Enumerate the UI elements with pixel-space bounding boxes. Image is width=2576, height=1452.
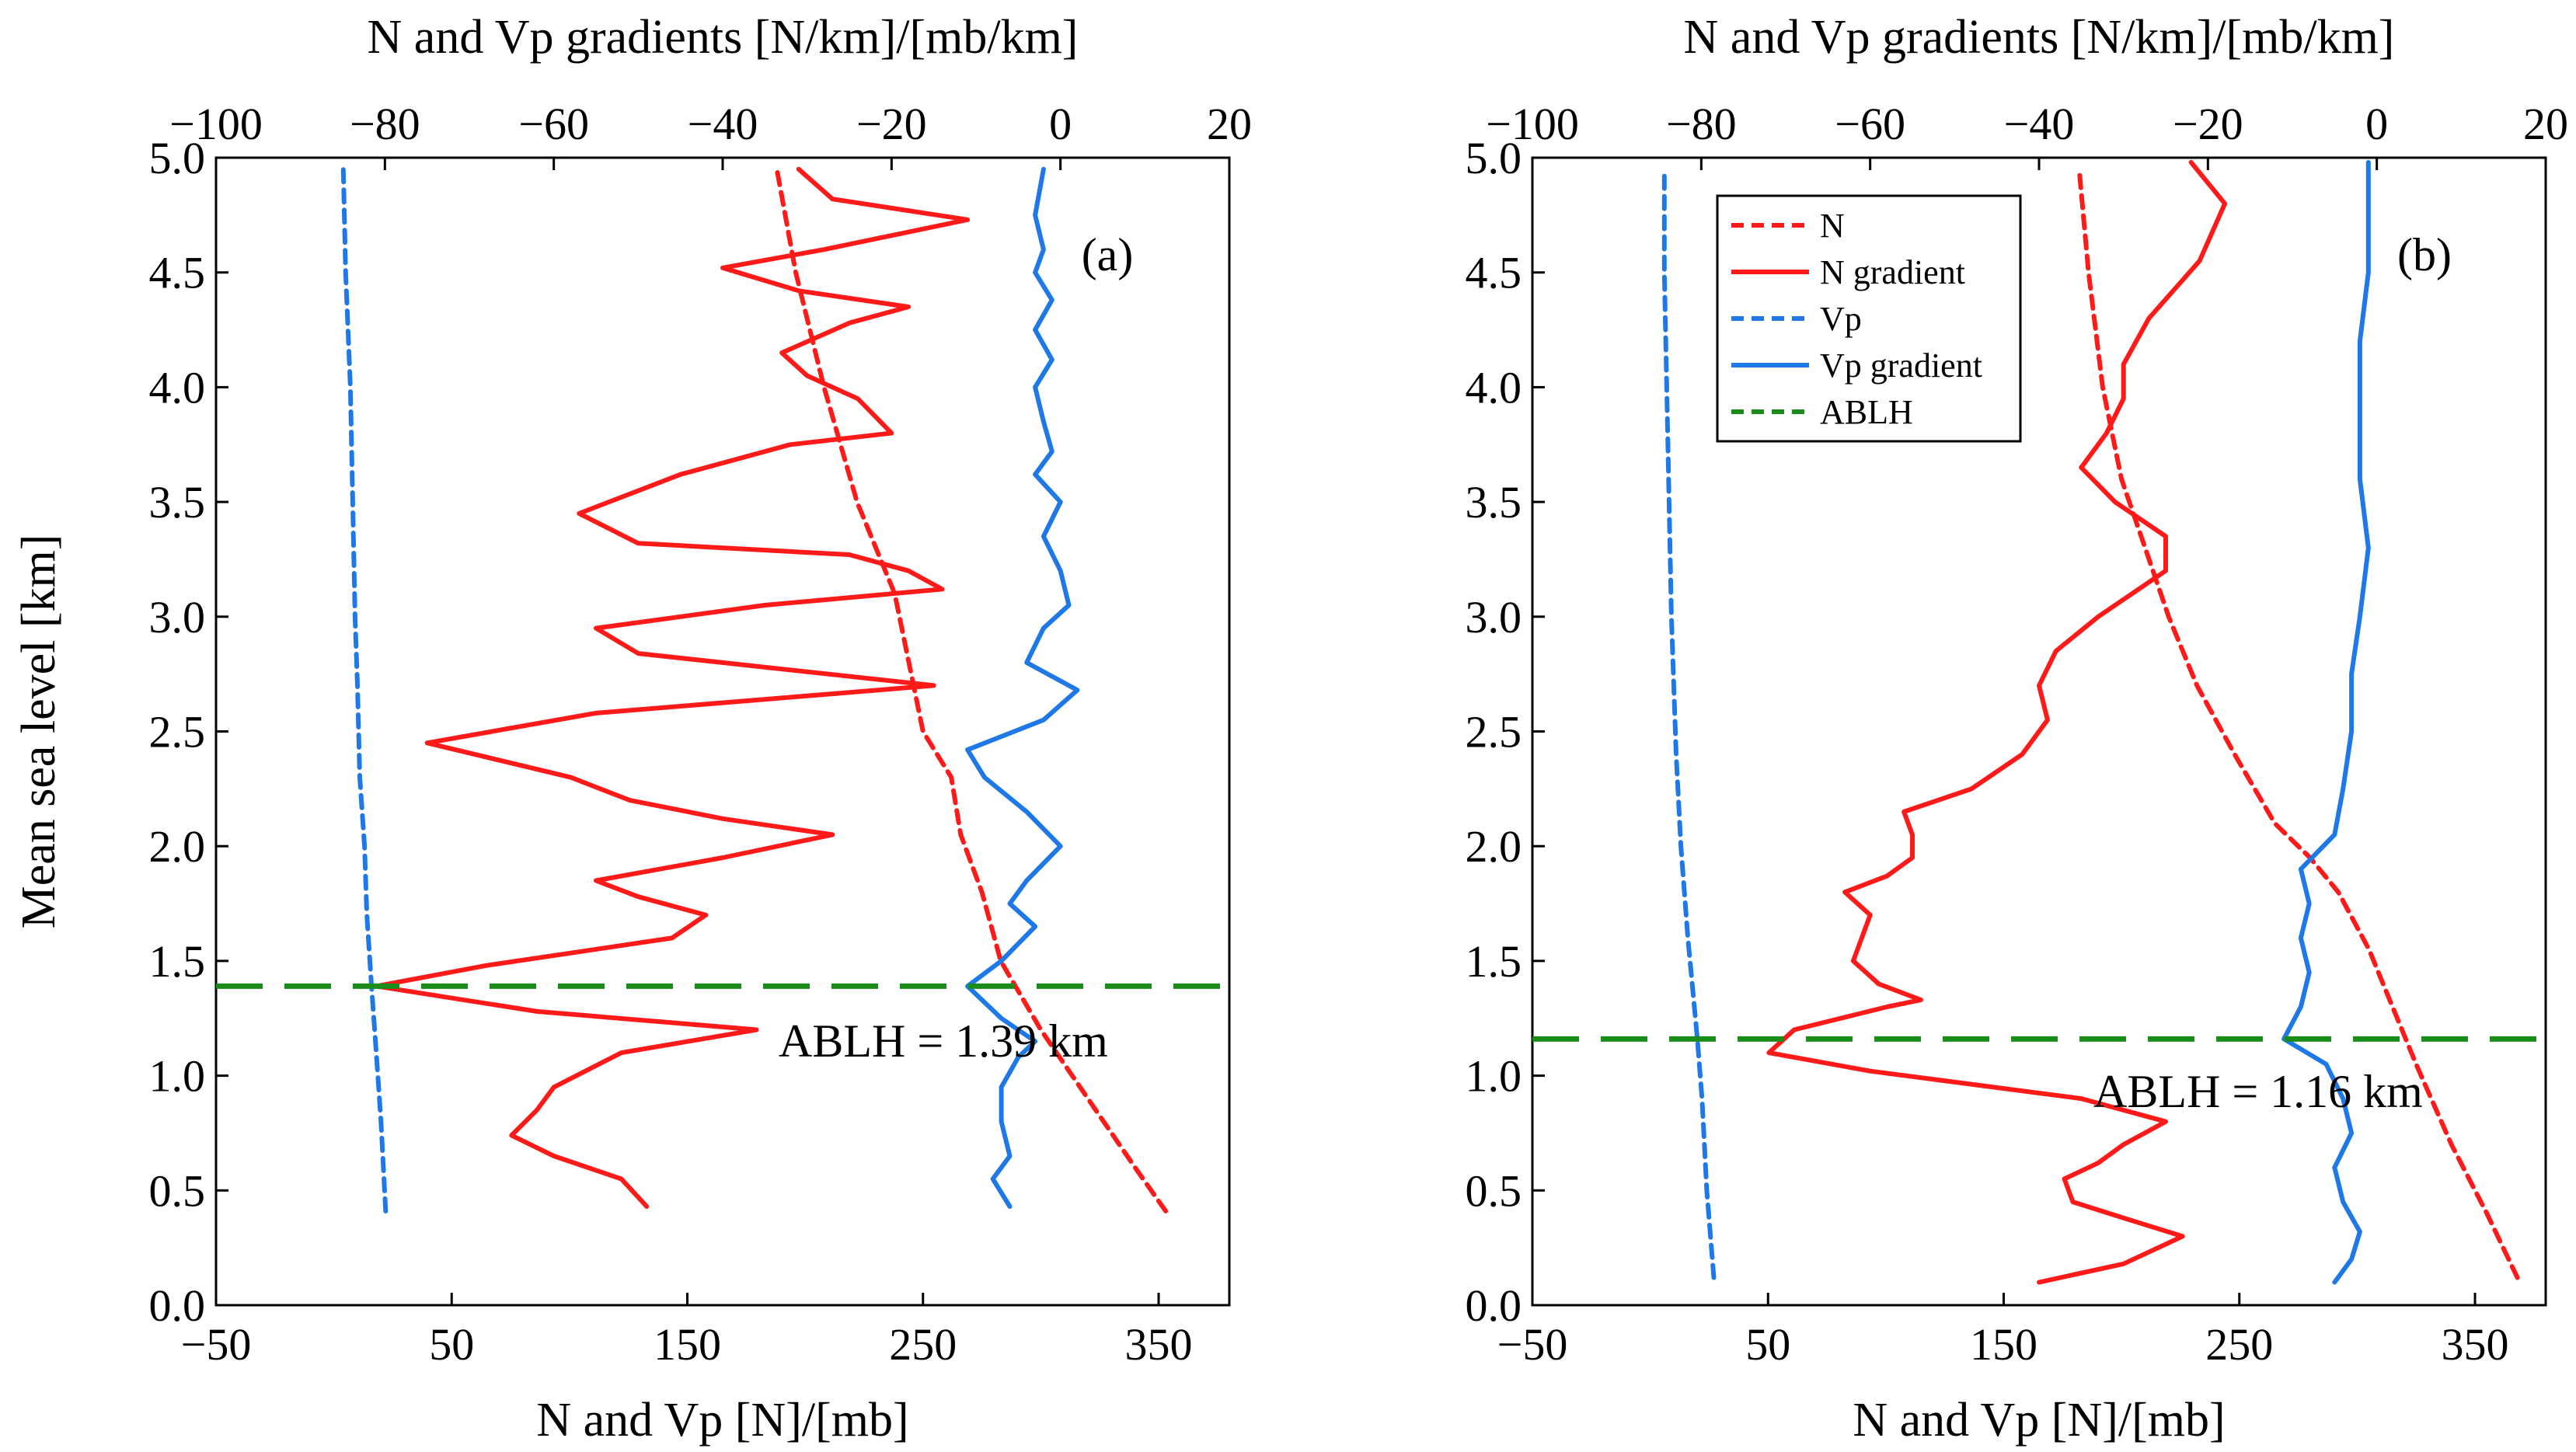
panel-a: 0.0 0.5 1.0 1.5 2.0 2.5 3.0 3.5 4.0 4.5 5.0 −50 50 15… [12, 11, 1252, 1447]
x-top-tick-label: −60 [1835, 99, 1905, 149]
series-vp-line [340, 166, 389, 1213]
x-bottom-tick-label: 250 [889, 1319, 957, 1370]
ablh-annotation: ABLH = 1.39 km [779, 1015, 1108, 1067]
x-bottom-tick-label: 350 [1125, 1319, 1193, 1370]
legend-label: N [1820, 207, 1845, 245]
x-top-axis-title: N and Vp gradients [N/km]/[mb/km] [1684, 11, 2395, 64]
y-tick-label: 3.0 [1466, 592, 1522, 642]
x-top-tick-label: −80 [350, 99, 420, 149]
series-n-line [2076, 166, 2520, 1280]
x-top-axis-title: N and Vp gradients [N/km]/[mb/km] [368, 11, 1079, 64]
panel-b: 0.0 0.5 1.0 1.5 2.0 2.5 3.0 3.5 4.0 4.5 5.0 −50 50 15… [1466, 11, 2569, 1447]
legend-label: N gradient [1820, 253, 1965, 291]
legend-label: Vp [1820, 300, 1862, 338]
y-tick-label: 1.0 [1466, 1051, 1522, 1102]
plot-frame [214, 156, 1231, 1307]
x-bottom-tick-label: 50 [429, 1319, 474, 1370]
x-top-tick-label: −60 [518, 99, 589, 149]
legend: N N gradient Vp Vp gradient ABLH [1716, 194, 2022, 443]
legend-box [1716, 194, 2022, 443]
x-top-tick-label: −40 [2004, 99, 2075, 149]
x-bottom-tick-label: 350 [2442, 1319, 2509, 1370]
y-tick-label: 2.0 [149, 821, 206, 872]
y-tick-label: 4.0 [149, 362, 206, 413]
x-bottom-tick-label: −50 [1497, 1319, 1568, 1370]
legend-label: ABLH [1820, 393, 1913, 431]
series-n-gradient-line [374, 166, 971, 1209]
y-tick-label: 0.5 [149, 1165, 206, 1216]
legend-label: Vp gradient [1820, 346, 1982, 385]
ablh-annotation: ABLH = 1.16 km [2093, 1066, 2423, 1117]
x-bottom-axis-title: N and Vp [N]/[mb] [536, 1394, 908, 1447]
x-top-tick-label: 0 [2365, 99, 2388, 149]
x-top-tick-label: 20 [1207, 99, 1252, 149]
x-bottom-axis-title: N and Vp [N]/[mb] [1853, 1394, 2225, 1447]
x-top-tick-label: −80 [1666, 99, 1737, 149]
x-top-tick-label: −20 [2173, 99, 2243, 149]
panel-label: (a) [1082, 229, 1134, 280]
series-vp-gradient-line [965, 166, 1080, 1209]
x-top-tick-label: −20 [856, 99, 927, 149]
panel-label: (b) [2397, 229, 2452, 280]
x-bottom-tick-label: 150 [1970, 1319, 2037, 1370]
y-tick-label: 0.5 [1466, 1165, 1522, 1216]
series-n-line [774, 166, 1169, 1213]
y-tick-label: 4.5 [149, 248, 206, 298]
x-bottom-tick-label: 150 [654, 1319, 721, 1370]
series-vp-line [1661, 166, 1717, 1280]
y-tick-label: 0.0 [149, 1280, 206, 1331]
x-bottom-tick-label: −50 [181, 1319, 252, 1370]
x-bottom-tick-label: 250 [2205, 1319, 2273, 1370]
y-tick-label: 0.0 [1466, 1280, 1522, 1331]
x-top-tick-label: 0 [1049, 99, 1072, 149]
x-top-tick-label: −100 [169, 99, 263, 149]
y-tick-label: 3.5 [1466, 477, 1522, 528]
y-tick-label: 2.5 [1466, 707, 1522, 757]
x-top-tick-label: 20 [2523, 99, 2568, 149]
y-tick-label: 1.5 [149, 936, 206, 987]
series-n-gradient-line [1766, 159, 2228, 1285]
y-tick-label: 1.5 [1466, 936, 1522, 987]
x-top-tick-label: −40 [688, 99, 758, 149]
series-vp-gradient-line [2281, 159, 2371, 1285]
y-tick-label: 5.0 [149, 133, 206, 183]
y-tick-label: 1.0 [149, 1051, 206, 1102]
y-tick-label: 5.0 [1466, 133, 1522, 183]
y-tick-label: 3.0 [149, 592, 206, 642]
y-axis-title: Mean sea level [km] [12, 534, 65, 929]
y-tick-label: 2.5 [149, 707, 206, 757]
y-tick-label: 2.0 [1466, 821, 1522, 872]
y-tick-label: 3.5 [149, 477, 206, 528]
y-tick-label: 4.5 [1466, 248, 1522, 298]
x-bottom-tick-label: 50 [1745, 1319, 1790, 1370]
x-top-tick-label: −100 [1486, 99, 1579, 149]
y-tick-label: 4.0 [1466, 362, 1522, 413]
